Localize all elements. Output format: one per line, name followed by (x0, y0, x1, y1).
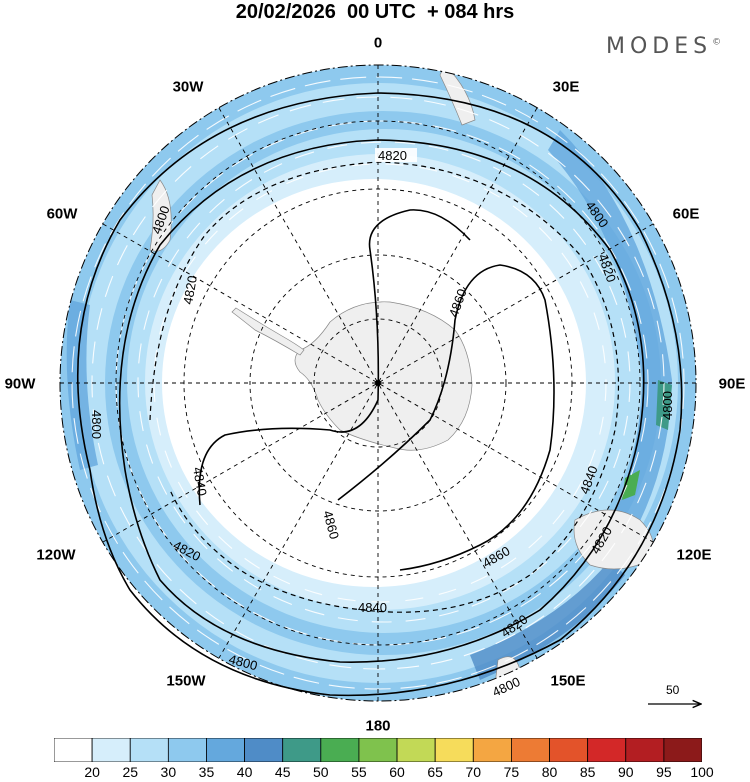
jet-max-patch-2 (622, 470, 640, 500)
colorbar-swatch (663, 738, 702, 762)
contour-label-4800-east: 4800 (660, 391, 675, 420)
jet-core-east (548, 130, 672, 540)
wind-vector-ring-3 (115, 120, 649, 646)
colorbar-swatch (320, 738, 360, 762)
colorbar-tick-label: 20 (84, 764, 100, 780)
colorbar-tick-label: 70 (465, 764, 482, 780)
antarctica (294, 301, 473, 451)
contour-4800 (76, 92, 683, 697)
lon-label-30w: 30W (172, 78, 204, 96)
contour-4840 (198, 209, 471, 506)
colorbar-tick-label: 50 (313, 764, 329, 780)
contour-label-4800-west-2: 4800 (89, 410, 104, 439)
colorbar-tick-label: 60 (389, 764, 405, 780)
lon-label-60w: 60W (46, 205, 78, 223)
colorbar-tick-label: 35 (198, 764, 215, 780)
contour-label-4820-west: 4820 (180, 274, 200, 305)
lon-label-90e: 90E (718, 375, 746, 393)
colorbar-tick-label: 100 (690, 764, 714, 780)
wind-vector-ring-4 (137, 141, 631, 623)
lon-label-30e: 30E (552, 78, 580, 96)
colorbar-tick-label: 55 (351, 764, 367, 780)
contour-label-4840-south: 4840 (358, 600, 387, 615)
colorbar-swatch (358, 738, 398, 762)
colorbar-swatch (434, 738, 474, 762)
colorbar-swatch (587, 738, 627, 762)
map-title: 20/02/2026 00 UTC + 084 hrs (235, 1, 515, 23)
jet-max-patch (656, 380, 672, 430)
colorbar-tick-label: 80 (541, 764, 558, 780)
colorbar-tick-label: 65 (427, 764, 443, 780)
colorbar-swatch (206, 738, 245, 762)
contour-label-4860-south: 4860 (320, 509, 342, 541)
contour-4830-dashed (149, 161, 620, 613)
colorbar-swatch (54, 738, 93, 762)
height-contours (76, 92, 683, 697)
colorbar-tick-label: 25 (122, 764, 139, 780)
lon-label-150w: 150W (166, 672, 206, 690)
jet-core-southeast (470, 560, 625, 680)
colorbar-tick-label: 90 (617, 764, 634, 780)
lon-label-180: 180 (365, 717, 391, 735)
colorbar-swatch (396, 738, 436, 762)
colorbar-swatch (91, 738, 131, 762)
colorbar-swatch (129, 738, 169, 762)
contour-label-4840-west: 4840 (190, 466, 210, 497)
graticule (60, 65, 696, 701)
colorbar-swatch (282, 738, 322, 762)
antarctic-peninsula (231, 307, 305, 356)
colorbar-swatch (511, 738, 550, 762)
colorbar-tick-label: 30 (160, 764, 177, 780)
colorbar-swatch (625, 738, 665, 762)
colorbar-tick-label: 45 (274, 764, 291, 780)
contour-label-4820-top: 4820 (378, 148, 407, 163)
lon-label-120w: 120W (36, 546, 76, 564)
contour-label-4800-south: 4800 (227, 651, 259, 673)
colorbar (54, 738, 702, 762)
colorbar-swatch (167, 738, 207, 762)
colorbar-swatch (244, 738, 284, 762)
africa-tip (439, 65, 476, 126)
lon-label-60e: 60E (672, 205, 700, 223)
colorbar-tick-label: 40 (236, 764, 253, 780)
brand-logo: MODES© (606, 34, 722, 59)
map-boundary (59, 64, 697, 702)
colorbar-tick-labels: 20 25 30 35 40 45 50 55 60 65 70 75 80 85 90 95 100 (0, 764, 750, 782)
lon-label-120e: 120E (676, 546, 712, 564)
contour-4860 (337, 264, 555, 571)
colorbar-swatch (549, 738, 589, 762)
lon-label-90w: 90W (4, 375, 36, 393)
contour-4820 (118, 139, 645, 663)
colorbar-swatch (472, 738, 512, 762)
lon-label-150e: 150E (550, 672, 586, 690)
jet-core-west (66, 300, 98, 470)
lon-label-0: 0 (373, 34, 383, 52)
colorbar-tick-label: 85 (579, 764, 596, 780)
south-america (149, 179, 172, 252)
reference-vector-label: 50 (666, 683, 680, 697)
colorbar-tick-label: 75 (503, 764, 520, 780)
colorbar-tick-label: 95 (656, 764, 672, 780)
reference-vector-arrow (648, 697, 706, 711)
